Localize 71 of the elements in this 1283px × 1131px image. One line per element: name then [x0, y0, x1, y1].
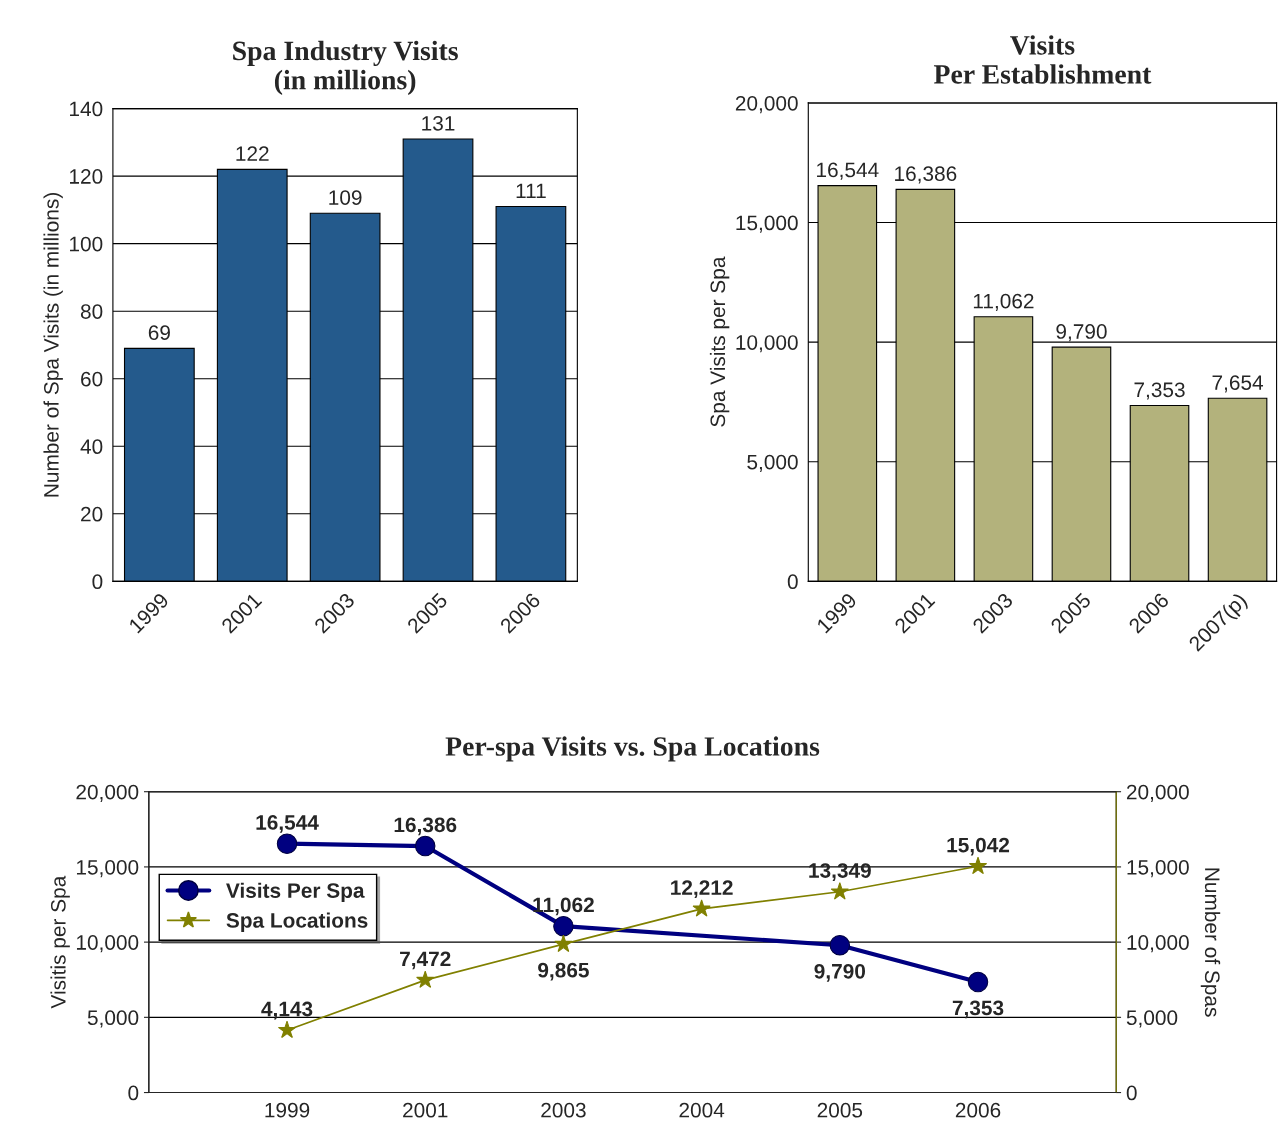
y-tick-label: 0	[128, 1085, 139, 1101]
chart-title: Spa Industry Visits (in millions)	[233, 40, 458, 96]
data-label: 7,654	[1212, 375, 1264, 393]
data-label: 7,353	[1134, 382, 1185, 400]
y2-tick-label: 5,000	[1126, 1010, 1178, 1028]
point	[414, 835, 436, 857]
data-label: 7,472	[400, 951, 451, 970]
y-tick-label: 5,000	[747, 454, 798, 472]
y-tick-label: 15,000	[76, 859, 139, 878]
y2-tick-label: 20,000	[1126, 784, 1189, 802]
data-label: 12,212	[671, 880, 733, 899]
data-label: 11,062	[533, 897, 594, 916]
data-label: 122	[236, 146, 269, 161]
point	[276, 833, 298, 854]
y2-tick-label: 15,000	[1127, 859, 1189, 878]
point	[968, 856, 988, 875]
legend-label: Spa Locations	[226, 912, 368, 932]
y-axis-title: Spa Visits per Spa	[709, 256, 730, 427]
y-tick-label: 100	[70, 236, 103, 252]
point	[829, 935, 851, 956]
y-tick-label: 0	[92, 574, 103, 590]
x-tick-label: 2001	[403, 1102, 448, 1118]
data-label: 15,042	[947, 837, 1010, 856]
data-label: 7,353	[952, 1000, 1004, 1019]
point	[554, 934, 573, 952]
x-tick-label: 2004	[679, 1102, 725, 1118]
legend-label: Visits Per Spa	[226, 882, 365, 903]
y-tick-label: 10,000	[76, 935, 139, 953]
data-label: 16,386	[895, 166, 957, 184]
point	[967, 971, 989, 993]
x-tick-label: 2006	[955, 1102, 1001, 1118]
x-tick-label: 2003	[541, 1102, 586, 1118]
data-label: 13,349	[809, 863, 871, 881]
y-tick-label: 80	[80, 304, 103, 319]
data-label: 109	[329, 190, 362, 205]
data-label: 4,143	[261, 1001, 313, 1020]
y2-axis-title: Number of Spas	[1200, 868, 1221, 1017]
data-label: 11,062	[973, 293, 1034, 311]
data-label: 131	[422, 115, 455, 131]
y2-tick-label: 10,000	[1127, 935, 1189, 953]
chart-title: Per-spa Visits vs. Spa Locations	[445, 736, 820, 762]
data-label: 16,544	[256, 815, 319, 833]
y-tick-label: 20	[81, 506, 103, 522]
y-tick-label: 5,000	[87, 1010, 139, 1028]
data-label: 69	[148, 325, 170, 341]
point	[277, 1020, 297, 1039]
y-tick-label: 140	[70, 101, 103, 117]
data-label: 16,386	[394, 817, 457, 836]
y-tick-label: 0	[787, 574, 798, 590]
point	[553, 915, 574, 937]
x-tick-label: 2005	[817, 1102, 863, 1118]
point	[830, 882, 849, 900]
y-tick-label: 120	[70, 169, 103, 184]
point	[416, 970, 435, 988]
x-tick-label: 1999	[265, 1102, 310, 1118]
y-tick-label: 15,000	[736, 215, 798, 233]
y-tick-label: 20,000	[76, 784, 139, 802]
y-tick-label: 40	[80, 439, 103, 455]
data-label: 16,544	[817, 162, 879, 180]
y-tick-label: 60	[81, 371, 103, 387]
y-tick-label: 10,000	[736, 335, 798, 353]
y2-tick-label: 0	[1126, 1085, 1137, 1101]
y-tick-label: 20,000	[735, 95, 798, 114]
point	[692, 899, 711, 917]
data-label: 9,790	[814, 963, 866, 982]
y-axis-title: Number of Spa Visits (in millions)	[43, 193, 63, 497]
data-label: 9,865	[538, 962, 589, 981]
data-label: 111	[516, 183, 546, 199]
chart-title: Visits Per Establishment	[933, 35, 1152, 84]
data-label: 9,790	[1056, 324, 1107, 342]
y-axis-title: Visitis per Spa	[50, 875, 70, 1009]
